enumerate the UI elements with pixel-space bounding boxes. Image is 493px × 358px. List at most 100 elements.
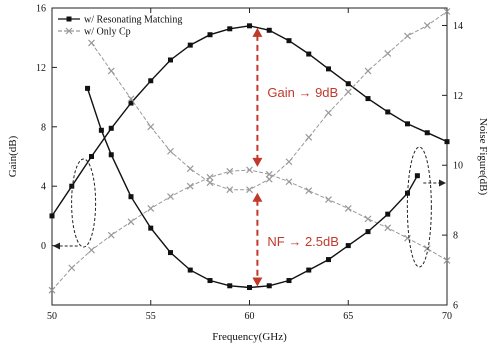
data-point [107, 231, 115, 239]
data-point [305, 187, 313, 195]
data-point [384, 224, 392, 232]
data-point [325, 109, 332, 117]
data-point [364, 67, 372, 75]
data-point [227, 283, 233, 289]
data-point [286, 38, 292, 44]
data-point [226, 167, 234, 175]
gain-annotation: Gain → 9dB [267, 85, 338, 100]
x-tick-label: 65 [343, 311, 353, 322]
y2-tick-label: 14 [453, 21, 463, 32]
data-point [286, 278, 292, 284]
data-point [206, 179, 214, 187]
data-point [246, 186, 253, 194]
data-point [85, 85, 91, 91]
nf-arrow-head-down [252, 277, 263, 287]
data-point [384, 49, 392, 57]
data-point [385, 211, 391, 217]
data-point [147, 123, 155, 131]
data-point [364, 215, 372, 223]
data-point [187, 267, 193, 273]
y-tick-label: 8 [41, 122, 46, 133]
data-point [207, 32, 213, 38]
legend-label: w/ Resonating Matching [84, 15, 182, 26]
data-point [405, 190, 410, 196]
series-line-0 [51, 25, 448, 217]
data-point [186, 165, 194, 173]
data-point [443, 257, 451, 264]
data-point [266, 283, 272, 289]
data-point [424, 130, 430, 136]
data-point [167, 193, 174, 201]
right-callout-arrowhead [439, 179, 446, 187]
data-point [107, 67, 115, 75]
data-point [326, 66, 331, 72]
x-tick-label: 55 [146, 311, 156, 322]
right-callout-ellipse [406, 146, 432, 268]
data-point [266, 27, 272, 33]
gain-arrow-head-up [252, 27, 263, 37]
data-point [148, 225, 154, 231]
data-point [265, 175, 273, 183]
y-tick-label: 12 [36, 63, 46, 74]
data-point [404, 32, 411, 40]
data-point [88, 39, 95, 47]
data-point [49, 213, 55, 219]
data-point [344, 205, 352, 212]
legend-label: w/ Only Cp [84, 27, 131, 38]
data-point [207, 278, 213, 284]
y-tick-label: 0 [41, 241, 46, 252]
data-point [108, 125, 114, 131]
data-point [385, 109, 391, 115]
data-point [345, 81, 351, 87]
series-line-1 [51, 169, 448, 291]
x-tick-label: 60 [245, 311, 255, 322]
data-point [148, 78, 154, 84]
data-point [443, 8, 451, 15]
data-point [88, 246, 95, 254]
data-point [285, 158, 293, 166]
data-point [305, 133, 313, 141]
data-point [147, 205, 155, 212]
data-point [69, 183, 75, 189]
data-point [344, 88, 352, 96]
data-point [227, 26, 233, 32]
data-point [68, 264, 76, 272]
legend-marker [66, 16, 72, 22]
nf-arrow-head-up [252, 192, 263, 202]
data-point [326, 257, 331, 263]
y2-tick-label: 12 [453, 91, 463, 102]
data-point [414, 173, 420, 179]
data-point [167, 147, 174, 155]
data-point [168, 250, 173, 256]
data-point [265, 170, 273, 178]
data-point [187, 42, 193, 48]
data-point [247, 285, 252, 291]
data-point [306, 51, 312, 57]
data-point [365, 96, 371, 102]
data-point [365, 229, 371, 235]
data-point [168, 57, 173, 63]
left-callout-arrowhead [53, 242, 60, 250]
y2-tick-label: 10 [453, 161, 463, 172]
data-point [89, 154, 94, 159]
legend-marker [65, 27, 73, 35]
y-axis-title: Gain(dB) [7, 135, 19, 177]
data-point [206, 173, 214, 181]
data-point [423, 245, 431, 252]
y2-axis-title: Noise Figure(dB) [477, 118, 489, 196]
data-point [444, 139, 450, 145]
data-point [247, 23, 252, 29]
y2-tick-label: 6 [453, 301, 458, 312]
data-point [98, 127, 104, 133]
data-point [128, 100, 134, 106]
x-tick-label: 70 [442, 311, 452, 322]
data-point [306, 267, 312, 273]
data-point [186, 182, 194, 190]
data-point [423, 22, 431, 29]
data-point [285, 178, 293, 186]
plot-layer: 50 55 60 65 70 0 4 8 12 16 6 8 10 12 14 Frequency(GHz) G… [7, 4, 489, 344]
data-point [405, 121, 410, 127]
nf-annotation: NF → 2.5dB [267, 234, 339, 249]
data-point [108, 152, 114, 158]
